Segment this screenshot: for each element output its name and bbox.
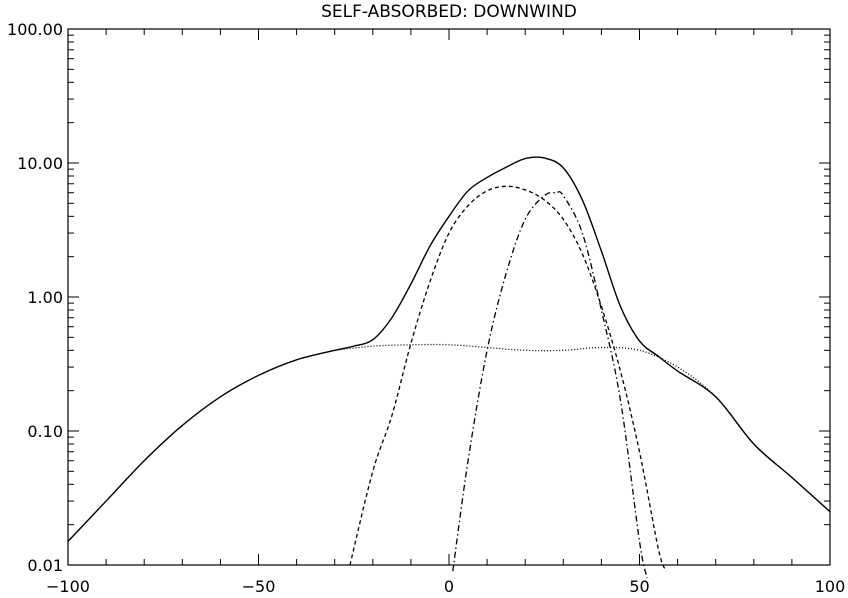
x-tick-label: 50 bbox=[629, 577, 649, 596]
axis-ticks bbox=[67, 29, 831, 566]
plot-frame bbox=[67, 28, 831, 566]
y-tick-label: 10.00 bbox=[17, 154, 63, 173]
y-tick-label: 1.00 bbox=[27, 288, 63, 307]
y-tick-label: 0.10 bbox=[27, 422, 63, 441]
series-layer bbox=[67, 156, 831, 579]
x-tick-label: 100 bbox=[815, 577, 846, 596]
x-tick-label: 0 bbox=[444, 577, 454, 596]
series-line-solid bbox=[67, 156, 831, 542]
y-tick-label: 0.01 bbox=[27, 556, 63, 575]
chart-title: SELF-ABSORBED: DOWNWIND bbox=[321, 2, 577, 22]
x-tick-label: −100 bbox=[46, 577, 90, 596]
y-tick-label: 100.00 bbox=[7, 20, 63, 39]
series-line-dashdot bbox=[452, 191, 648, 579]
series-line-dashed bbox=[349, 185, 667, 572]
axis-tick-labels: −100 −50 0 50 100 0.01 0.10 1.00 10.00 100.00 bbox=[7, 20, 845, 596]
x-tick-label: −50 bbox=[242, 577, 276, 596]
series-line-dotted bbox=[334, 343, 831, 513]
